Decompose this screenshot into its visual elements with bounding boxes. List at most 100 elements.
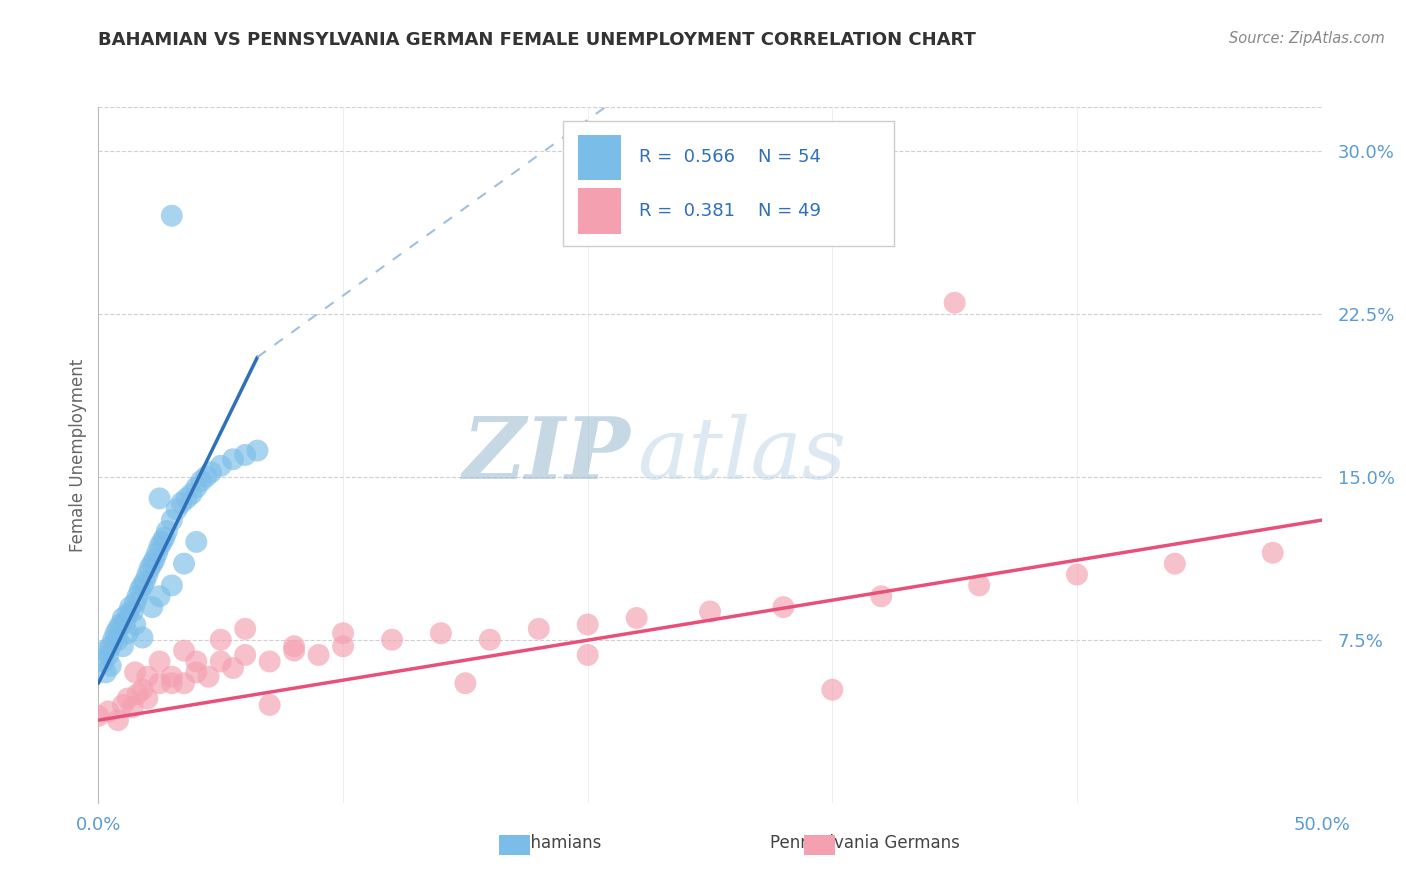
Point bbox=[527, 622, 550, 636]
Point bbox=[626, 611, 648, 625]
Point bbox=[1261, 546, 1284, 560]
Point bbox=[166, 502, 188, 516]
Point bbox=[124, 665, 146, 680]
Point bbox=[124, 596, 146, 610]
Point bbox=[97, 705, 120, 719]
Point bbox=[283, 643, 305, 657]
Text: atlas: atlas bbox=[637, 414, 846, 496]
Point bbox=[576, 648, 599, 662]
Point bbox=[186, 665, 208, 680]
Point bbox=[173, 676, 195, 690]
Point bbox=[259, 655, 281, 669]
Point bbox=[146, 546, 169, 560]
Point bbox=[180, 487, 202, 501]
Point bbox=[967, 578, 990, 592]
Point bbox=[772, 600, 794, 615]
Point bbox=[127, 687, 149, 701]
Point bbox=[127, 589, 149, 603]
Point bbox=[139, 561, 162, 575]
Point bbox=[870, 589, 893, 603]
Point bbox=[131, 631, 153, 645]
Point bbox=[156, 524, 179, 538]
Point bbox=[381, 632, 404, 647]
Point bbox=[170, 496, 193, 510]
Y-axis label: Female Unemployment: Female Unemployment bbox=[69, 359, 87, 551]
Point bbox=[173, 557, 195, 571]
Point bbox=[100, 658, 122, 673]
Point bbox=[131, 682, 153, 697]
Text: Pennsylvania Germans: Pennsylvania Germans bbox=[769, 834, 960, 852]
Point bbox=[1164, 557, 1187, 571]
Text: Bahamians: Bahamians bbox=[509, 834, 602, 852]
Point bbox=[149, 539, 172, 553]
Point bbox=[200, 466, 222, 480]
Point bbox=[94, 665, 117, 680]
Point bbox=[136, 691, 159, 706]
Point bbox=[94, 643, 117, 657]
Point bbox=[186, 481, 208, 495]
Text: BAHAMIAN VS PENNSYLVANIA GERMAN FEMALE UNEMPLOYMENT CORRELATION CHART: BAHAMIAN VS PENNSYLVANIA GERMAN FEMALE U… bbox=[98, 31, 976, 49]
Point bbox=[430, 626, 453, 640]
Point bbox=[124, 617, 146, 632]
Text: R =  0.381    N = 49: R = 0.381 N = 49 bbox=[640, 202, 821, 220]
Point bbox=[160, 676, 183, 690]
Point bbox=[186, 655, 208, 669]
Point bbox=[209, 458, 232, 473]
FancyBboxPatch shape bbox=[578, 135, 620, 180]
Point bbox=[101, 632, 124, 647]
Point bbox=[699, 605, 721, 619]
Point bbox=[129, 582, 152, 597]
Text: R =  0.566    N = 54: R = 0.566 N = 54 bbox=[640, 148, 821, 166]
FancyBboxPatch shape bbox=[578, 188, 620, 234]
Point bbox=[195, 469, 218, 483]
Point bbox=[222, 452, 245, 467]
Point bbox=[104, 626, 127, 640]
Point bbox=[209, 655, 232, 669]
Point bbox=[233, 622, 256, 636]
Point bbox=[117, 626, 139, 640]
Point bbox=[149, 589, 172, 603]
Point bbox=[160, 209, 183, 223]
Point bbox=[117, 607, 139, 621]
Point bbox=[107, 622, 129, 636]
Point bbox=[821, 682, 844, 697]
Point bbox=[149, 655, 172, 669]
Point bbox=[222, 661, 245, 675]
Point bbox=[332, 626, 354, 640]
Point bbox=[454, 676, 477, 690]
Point bbox=[110, 617, 132, 632]
FancyBboxPatch shape bbox=[564, 121, 894, 246]
Point bbox=[1066, 567, 1088, 582]
Point bbox=[160, 513, 183, 527]
Point bbox=[160, 578, 183, 592]
Point bbox=[246, 443, 269, 458]
Point bbox=[478, 632, 501, 647]
Point bbox=[150, 535, 173, 549]
Point bbox=[87, 708, 110, 723]
Point bbox=[134, 574, 156, 588]
Point bbox=[141, 557, 163, 571]
Point bbox=[190, 474, 212, 488]
Point bbox=[136, 670, 159, 684]
Point bbox=[176, 491, 198, 506]
Point bbox=[332, 639, 354, 653]
Text: ZIP: ZIP bbox=[463, 413, 630, 497]
Point bbox=[131, 578, 153, 592]
Point bbox=[209, 632, 232, 647]
Point bbox=[141, 600, 163, 615]
Point bbox=[149, 676, 172, 690]
Text: Source: ZipAtlas.com: Source: ZipAtlas.com bbox=[1229, 31, 1385, 46]
Point bbox=[111, 698, 134, 712]
Point bbox=[283, 639, 305, 653]
Point bbox=[233, 648, 256, 662]
Point bbox=[173, 643, 195, 657]
Point bbox=[121, 605, 143, 619]
Point bbox=[91, 655, 114, 669]
Point bbox=[943, 295, 966, 310]
Point bbox=[100, 639, 122, 653]
Point bbox=[120, 600, 142, 615]
Point bbox=[117, 691, 139, 706]
Point bbox=[149, 491, 172, 506]
Point bbox=[233, 448, 256, 462]
Point bbox=[186, 535, 208, 549]
